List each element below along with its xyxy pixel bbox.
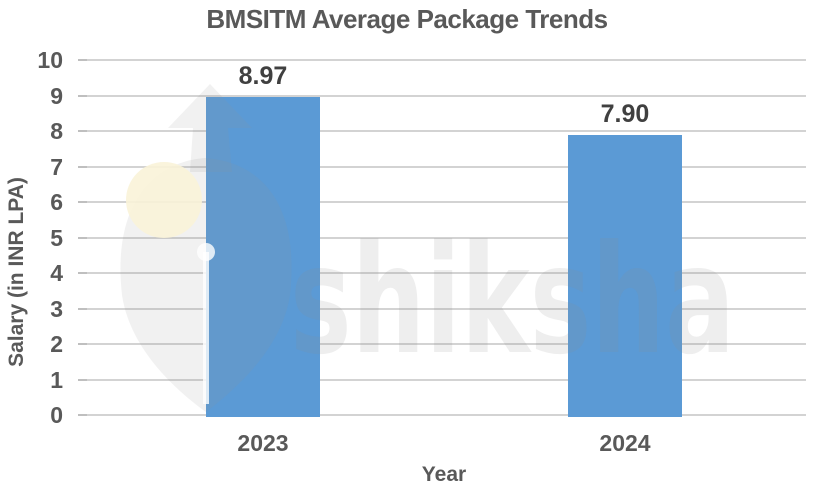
bar-value-label: 7.90: [600, 99, 650, 128]
y-tick-mark: [78, 59, 87, 61]
y-tick-label: 9: [50, 82, 63, 109]
gridline: [82, 414, 806, 416]
y-tick-label: 0: [50, 402, 63, 428]
x-axis-title: Year: [421, 463, 467, 486]
y-tick-label: 6: [50, 189, 63, 215]
y-tick-mark: [78, 130, 87, 132]
y-tick-label: 10: [37, 47, 63, 73]
gridline: [82, 307, 806, 310]
y-tick-mark: [78, 165, 87, 168]
gridline: [82, 130, 806, 132]
gridline: [82, 165, 806, 168]
gridline: [82, 94, 806, 97]
y-tick-mark: [78, 236, 87, 239]
gridline: [82, 201, 806, 203]
gridline: [82, 378, 806, 381]
bar-2023: [206, 96, 320, 417]
gridline: [82, 343, 806, 345]
x-tick-label: 2023: [237, 430, 289, 456]
y-tick-mark: [78, 414, 87, 416]
y-tick-mark: [78, 378, 87, 381]
bar-value-label: 8.97: [238, 61, 288, 90]
y-tick-mark: [78, 94, 87, 97]
y-tick-label: 3: [50, 295, 63, 322]
gridline: [82, 236, 806, 239]
y-tick-label: 7: [50, 153, 63, 180]
y-axis-title: Salary (in INR LPA): [5, 177, 28, 367]
y-tick-mark: [78, 272, 87, 274]
y-tick-label: 4: [50, 260, 63, 286]
bar-2024: [568, 134, 682, 417]
chart-title: BMSITM Average Package Trends: [206, 4, 608, 34]
y-tick-label: 5: [50, 224, 63, 251]
x-tick-label: 2024: [599, 430, 651, 456]
logo-cream-circle: [126, 162, 202, 238]
y-tick-mark: [78, 307, 87, 310]
gridline: [82, 59, 806, 61]
y-tick-label: 2: [50, 331, 63, 357]
y-tick-label: 1: [50, 366, 63, 393]
y-tick-mark: [78, 201, 87, 203]
y-tick-mark: [78, 343, 87, 345]
gridline: [82, 272, 806, 274]
y-tick-label: 8: [50, 118, 63, 144]
